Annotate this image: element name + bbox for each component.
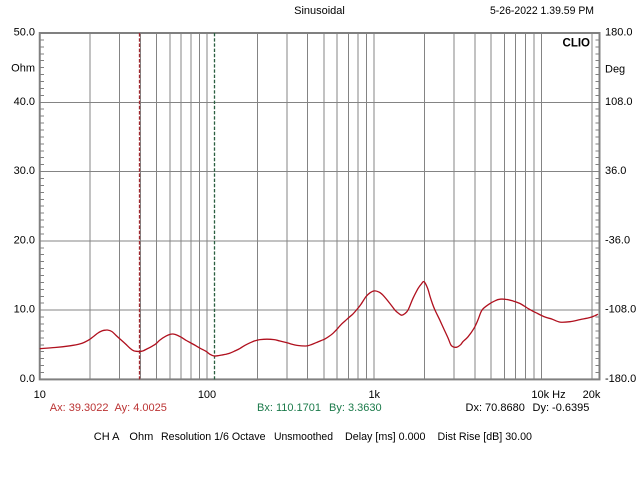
svg-text:Sinusoidal: Sinusoidal [294,5,345,17]
svg-text:100: 100 [198,389,216,401]
svg-text:CLIO: CLIO [563,38,591,50]
svg-text:Ohm: Ohm [11,63,35,75]
svg-text:Dist Rise [dB] 30.00: Dist Rise [dB] 30.00 [438,431,533,443]
svg-text:10k Hz: 10k Hz [531,389,565,401]
svg-text:20k: 20k [583,389,601,401]
svg-text:50.0: 50.0 [14,27,35,39]
svg-text:Resolution 1/6 Octave: Resolution 1/6 Octave [161,431,266,443]
svg-text:-180.0: -180.0 [605,373,636,385]
svg-text:1k: 1k [368,389,380,401]
svg-text:Ohm: Ohm [129,431,153,443]
svg-text:40.0: 40.0 [14,96,35,108]
svg-text:-36.0: -36.0 [605,234,630,246]
svg-text:Ay: 4.0025: Ay: 4.0025 [115,402,167,414]
svg-text:30.0: 30.0 [14,165,35,177]
svg-text:20.0: 20.0 [14,234,35,246]
svg-text:Delay [ms] 0.000: Delay [ms] 0.000 [345,431,426,443]
svg-text:CH A: CH A [94,431,120,443]
svg-text:0.0: 0.0 [20,373,35,385]
svg-text:By: 3.3630: By: 3.3630 [329,402,382,414]
svg-text:Dx: 70.8680: Dx: 70.8680 [466,402,525,414]
svg-text:36.0: 36.0 [605,165,626,177]
svg-text:10.0: 10.0 [14,304,35,316]
svg-text:Unsmoothed: Unsmoothed [274,431,333,443]
svg-text:Ax: 39.3022: Ax: 39.3022 [50,402,109,414]
svg-text:Deg: Deg [605,64,625,76]
svg-text:Dy: -0.6395: Dy: -0.6395 [533,402,590,414]
svg-text:-108.0: -108.0 [605,304,636,316]
svg-text:10: 10 [34,389,46,401]
svg-text:180.0: 180.0 [605,27,633,39]
svg-text:5-26-2022 1.39.59 PM: 5-26-2022 1.39.59 PM [490,5,594,17]
svg-text:Bx: 110.1701: Bx: 110.1701 [257,402,321,414]
svg-text:108.0: 108.0 [605,96,633,108]
